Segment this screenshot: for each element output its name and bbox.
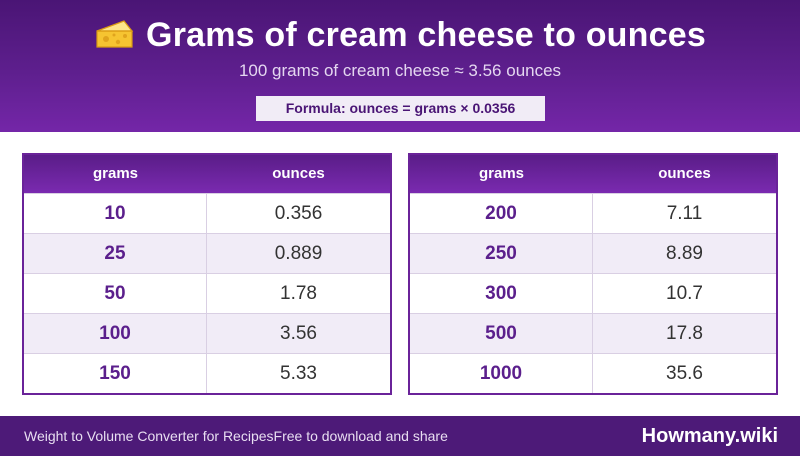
ounces-cell: 0.889	[274, 243, 323, 264]
cheese-icon	[94, 17, 134, 53]
column-header-grams: grams	[478, 165, 525, 182]
ounces-cell: 8.89	[666, 243, 703, 264]
table-row: 25 0.889	[24, 233, 390, 273]
grams-cell: 500	[410, 314, 593, 353]
conversion-table-left: grams ounces 10 0.356 25 0.889 50 1.78 1…	[22, 153, 392, 395]
ounces-cell: 10.7	[666, 283, 703, 304]
grams-cell: 100	[24, 314, 207, 353]
page-subtitle: 100 grams of cream cheese ≈ 3.56 ounces	[238, 61, 562, 80]
ounces-cell: 17.8	[666, 323, 703, 344]
column-header-grams: grams	[92, 165, 139, 182]
footer-bar: Weight to Volume Converter for Recipes F…	[0, 416, 800, 456]
grams-cell: 1000	[410, 354, 593, 393]
table-row: 300 10.7	[410, 273, 776, 313]
page-title: Grams of cream cheese to ounces	[146, 16, 706, 54]
table-row: 100 3.56	[24, 313, 390, 353]
grams-cell: 200	[410, 194, 593, 233]
ounces-cell: 1.78	[280, 283, 317, 304]
table-header: grams ounces	[410, 155, 776, 193]
grams-cell: 50	[24, 274, 207, 313]
column-header-ounces: ounces	[658, 165, 711, 182]
ounces-cell: 5.33	[280, 363, 317, 384]
header-banner: Grams of cream cheese to ounces 100 gram…	[0, 0, 800, 132]
grams-cell: 10	[24, 194, 207, 233]
ounces-cell: 0.356	[274, 203, 323, 224]
table-row: 500 17.8	[410, 313, 776, 353]
table-row: 200 7.11	[410, 193, 776, 233]
ounces-cell: 35.6	[666, 363, 703, 384]
table-header: grams ounces	[24, 155, 390, 193]
grams-cell: 250	[410, 234, 593, 273]
conversion-table-right: grams ounces 200 7.11 250 8.89 300 10.7 …	[408, 153, 778, 395]
table-row: 50 1.78	[24, 273, 390, 313]
footer-tagline: Free to download and share	[273, 428, 448, 444]
grams-cell: 300	[410, 274, 593, 313]
ounces-cell: 7.11	[666, 203, 703, 224]
ounces-cell: 3.56	[280, 323, 317, 344]
grams-cell: 25	[24, 234, 207, 273]
brand-logo-text[interactable]: Howmany.wiki	[641, 425, 778, 447]
table-row: 1000 35.6	[410, 353, 776, 393]
title-row: Grams of cream cheese to ounces	[0, 12, 800, 58]
grams-cell: 150	[24, 354, 207, 393]
formula-box: Formula: ounces = grams × 0.0356	[256, 96, 545, 121]
table-row: 250 8.89	[410, 233, 776, 273]
table-row: 10 0.356	[24, 193, 390, 233]
footer-converter-link[interactable]: Weight to Volume Converter for Recipes	[24, 428, 274, 444]
column-header-ounces: ounces	[272, 165, 325, 182]
table-row: 150 5.33	[24, 353, 390, 393]
